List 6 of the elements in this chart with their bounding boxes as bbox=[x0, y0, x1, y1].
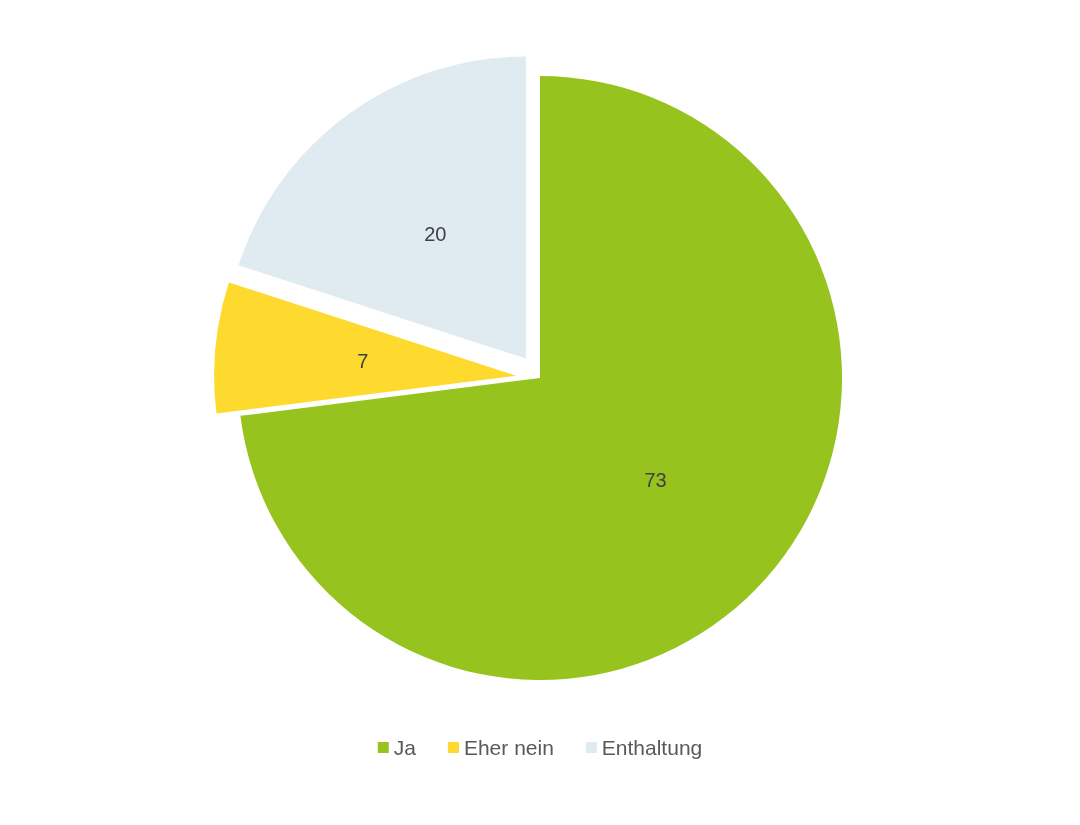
legend-label: Eher nein bbox=[463, 736, 554, 759]
data-label: 73 bbox=[644, 468, 667, 491]
legend-label: Enthaltung bbox=[601, 736, 703, 759]
data-label: 20 bbox=[424, 222, 447, 245]
data-label: 7 bbox=[357, 350, 369, 373]
legend-label: Ja bbox=[393, 736, 417, 759]
